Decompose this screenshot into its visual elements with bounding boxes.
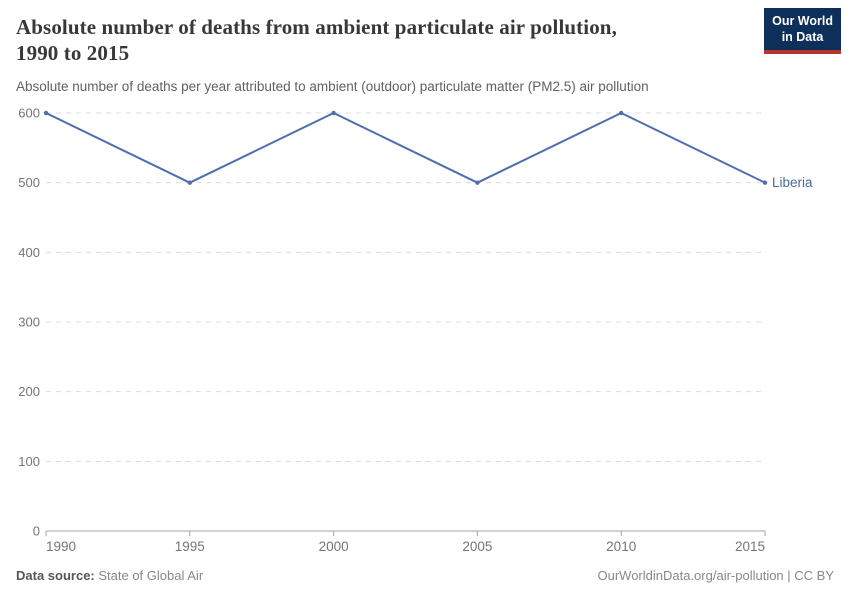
- data-source-label: Data source:: [16, 568, 95, 583]
- x-tick-label: 1990: [46, 539, 76, 554]
- owid-logo-line1: Our World: [772, 14, 833, 28]
- y-tick-label: 0: [33, 524, 40, 539]
- chart-footer: Data source: State of Global Air OurWorl…: [16, 568, 834, 583]
- data-point[interactable]: [187, 180, 192, 185]
- data-source-value: State of Global Air: [94, 568, 204, 583]
- page-title: Absolute number of deaths from ambient p…: [16, 14, 760, 67]
- y-tick-label: 400: [18, 245, 40, 260]
- chart-subtitle: Absolute number of deaths per year attri…: [16, 78, 649, 94]
- y-tick-label: 500: [18, 175, 40, 190]
- chart-area: 0 100 200 300 400 500 600 1990 1995 2000 2005 2010 2…: [0, 100, 850, 560]
- y-tick-label: 600: [18, 106, 40, 121]
- data-point[interactable]: [619, 110, 624, 116]
- data-point[interactable]: [43, 110, 49, 116]
- y-tick-label: 200: [18, 384, 40, 399]
- y-tick-label: 300: [18, 315, 40, 330]
- data-point[interactable]: [475, 180, 480, 185]
- x-tick-label: 2015: [735, 539, 765, 554]
- data-source: Data source: State of Global Air: [16, 568, 203, 583]
- chart-header: Absolute number of deaths from ambient p…: [16, 14, 760, 94]
- series-label[interactable]: Liberia: [772, 175, 813, 190]
- x-tick-label: 1995: [175, 539, 205, 554]
- y-tick-label: 100: [18, 454, 40, 469]
- credit-link[interactable]: OurWorldinData.org/air-pollution | CC BY: [597, 568, 834, 583]
- owid-logo-line2: in Data: [781, 29, 824, 44]
- x-tick-label: 2005: [462, 539, 492, 554]
- data-point[interactable]: [331, 110, 336, 116]
- chart-canvas: 0 100 200 300 400 500 600 1990 1995 2000 2005 2010 2…: [18, 106, 813, 555]
- owid-logo[interactable]: Our World in Data: [764, 8, 841, 55]
- x-tick-label: 2010: [606, 539, 636, 554]
- page-title-line2: 1990 to 2015: [16, 41, 130, 66]
- x-tick-label: 2000: [319, 539, 349, 554]
- series-line[interactable]: [45, 112, 766, 184]
- data-point[interactable]: [762, 180, 768, 185]
- page-title-line1: Absolute number of deaths from ambient p…: [16, 15, 617, 39]
